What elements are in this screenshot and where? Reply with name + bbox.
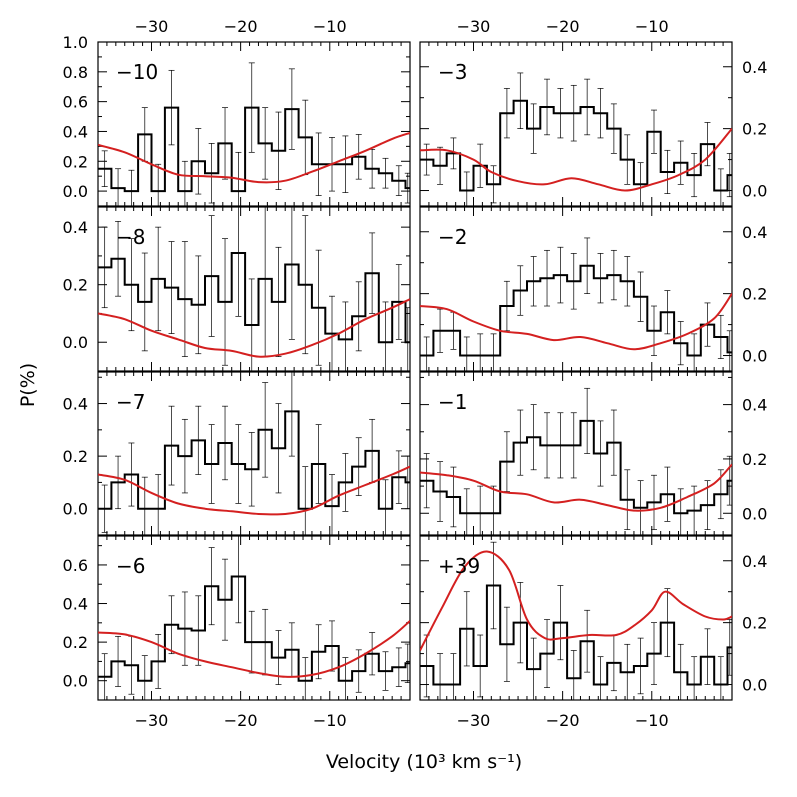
x-tick-label: −20 — [546, 17, 580, 36]
polarization-histogram — [420, 264, 732, 357]
panel-label: −8 — [116, 225, 145, 249]
y-tick-label: 0.0 — [63, 182, 88, 201]
x-tick-label: −30 — [135, 17, 169, 36]
y-tick-label: 0.4 — [63, 122, 88, 141]
y-tick-label: 0.2 — [63, 447, 88, 466]
y-tick-label: 0.2 — [742, 614, 767, 633]
panel-label: +39 — [438, 554, 480, 578]
panel-frame — [97, 371, 411, 536]
y-tick-label: 0.0 — [742, 504, 767, 523]
polarization-histogram — [98, 575, 410, 682]
panel-frame — [419, 371, 733, 536]
panel-0: 0.0 0.2 0.4 0.6 0.8 1.0 −30 −20 −10 −10 — [63, 17, 411, 207]
flux-curve — [98, 620, 410, 678]
panel-label: −6 — [116, 554, 145, 578]
x-tick-label: −30 — [135, 711, 169, 730]
flux-curve — [420, 463, 732, 512]
y-axis-label: P(%) — [17, 363, 39, 407]
panel-frame — [97, 41, 411, 207]
panel-4: 0.0 0.2 0.4 −30 −20 −10 −3 — [419, 17, 767, 207]
y-tick-label: 0.6 — [63, 93, 88, 112]
panel-7: 0.0 0.2 0.4 −30 −20 −10 +39 — [419, 535, 767, 730]
panel-content — [420, 72, 732, 206]
y-tick-label: 0.4 — [63, 218, 88, 237]
y-tick-label: 0.0 — [63, 672, 88, 691]
panel-content — [420, 541, 732, 700]
y-tick-label: 0.0 — [63, 500, 88, 519]
panel-5: 0.0 0.2 0.4 −2 — [419, 206, 767, 372]
y-tick-label: 0.4 — [63, 395, 88, 414]
panel-6: 0.0 0.2 0.4 −1 — [419, 371, 767, 536]
x-tick-label: −10 — [313, 711, 347, 730]
y-tick-label: 0.4 — [63, 595, 88, 614]
flux-curve — [420, 127, 732, 192]
y-tick-label: 0.2 — [742, 450, 767, 469]
y-tick-label: 0.0 — [63, 333, 88, 352]
panel-content — [98, 372, 410, 535]
panels-group: 0.0 0.2 0.4 0.6 0.8 1.0 −30 −20 −10 −10 0.0 0.2 0.4 −… — [63, 17, 768, 730]
panel-label: −1 — [438, 390, 467, 414]
panel-3: 0.0 0.2 0.4 0.6 −30 −20 −10 −6 — [63, 535, 411, 730]
y-tick-label: 0.6 — [63, 556, 88, 575]
y-tick-label: 0.0 — [742, 347, 767, 366]
panel-content — [420, 237, 732, 371]
panel-frame — [419, 206, 733, 372]
y-tick-label: 0.2 — [63, 152, 88, 171]
x-tick-label: −10 — [635, 711, 669, 730]
y-tick-label: 0.2 — [742, 120, 767, 139]
y-tick-label: 0.2 — [742, 285, 767, 304]
panel-content — [420, 387, 732, 535]
x-axis-label: Velocity (10³ km s⁻¹) — [326, 751, 522, 773]
polarization-histogram — [98, 106, 410, 193]
x-tick-label: −30 — [457, 17, 491, 36]
panel-label: −3 — [438, 60, 467, 84]
panel-frame — [97, 535, 411, 701]
y-tick-label: 1.0 — [63, 33, 88, 52]
polarization-histogram — [420, 99, 732, 192]
flux-curve — [98, 465, 410, 516]
y-tick-label: 0.2 — [63, 276, 88, 295]
polarization-histogram — [98, 410, 410, 510]
y-tick-label: 0.4 — [742, 58, 767, 77]
flux-curve — [420, 550, 732, 651]
polarization-histogram — [98, 252, 410, 344]
panel-content — [98, 207, 410, 371]
panel-content — [98, 536, 410, 700]
x-tick-label: −20 — [546, 711, 580, 730]
panel-label: −2 — [438, 225, 467, 249]
x-tick-label: −30 — [457, 711, 491, 730]
y-tick-label: 0.0 — [742, 676, 767, 695]
flux-curve — [420, 293, 732, 351]
y-tick-label: 0.4 — [742, 396, 767, 415]
y-tick-label: 0.8 — [63, 63, 88, 82]
y-tick-label: 0.4 — [742, 223, 767, 242]
polarization-histogram — [420, 419, 732, 515]
polarization-histogram — [420, 584, 732, 686]
y-tick-label: 0.0 — [742, 182, 767, 201]
flux-curve — [98, 131, 410, 184]
panel-1: 0.0 0.2 0.4 −8 — [63, 206, 411, 372]
panel-content — [98, 62, 410, 206]
flux-curve — [98, 298, 410, 358]
panel-2: 0.0 0.2 0.4 −7 — [63, 371, 411, 536]
panel-label: −7 — [116, 390, 145, 414]
panel-label: −10 — [116, 60, 158, 84]
x-tick-label: −10 — [635, 17, 669, 36]
x-tick-label: −20 — [224, 711, 258, 730]
x-tick-label: −20 — [224, 17, 258, 36]
panel-frame — [419, 41, 733, 207]
y-tick-label: 0.2 — [63, 633, 88, 652]
y-tick-label: 0.4 — [742, 552, 767, 571]
x-tick-label: −10 — [313, 17, 347, 36]
